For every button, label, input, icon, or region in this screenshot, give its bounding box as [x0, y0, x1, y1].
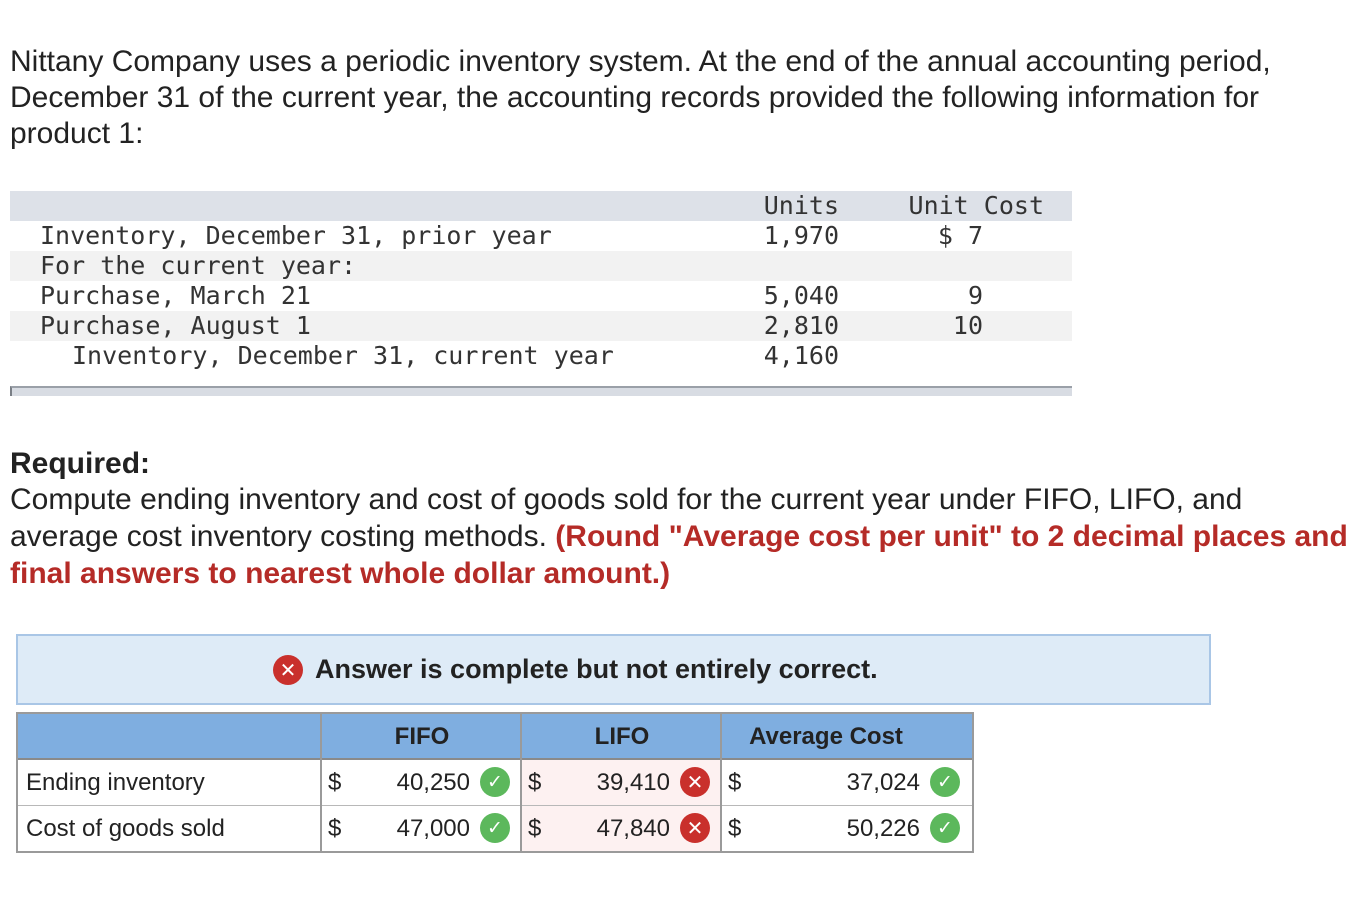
- fifo-cogs-input[interactable]: 47,000: [396, 815, 470, 842]
- dollar-sign: $: [728, 815, 742, 842]
- lifo-cogs-cell: $ 47,840 ✕: [522, 806, 722, 851]
- fifo-ending-inventory-input[interactable]: 40,250: [396, 769, 470, 796]
- avg-ending-inventory-cell: $ 37,024 ✓: [722, 760, 972, 805]
- row-units: 1,970: [763, 221, 839, 250]
- data-row-ending-inventory: Inventory, December 31, current year 4,1…: [10, 341, 1072, 371]
- dollar-sign: $: [528, 769, 542, 796]
- row-unit-cost: $ 7: [937, 221, 983, 250]
- problem-intro: Nittany Company uses a periodic inventor…: [10, 45, 1271, 150]
- units-header: Units: [763, 191, 839, 220]
- answer-table-header: FIFO LIFO Average Cost: [18, 714, 972, 760]
- avg-cogs-input[interactable]: 50,226: [846, 815, 920, 842]
- row-unit-cost: 9: [967, 281, 983, 310]
- check-icon: ✓: [930, 767, 960, 797]
- dollar-sign: $: [728, 769, 742, 796]
- check-icon: ✓: [480, 813, 510, 843]
- row-label: For the current year:: [40, 251, 357, 280]
- answer-status-text: Answer is complete but not entirely corr…: [315, 654, 878, 684]
- column-divider: [520, 714, 522, 851]
- avg-cogs-cell: $ 50,226 ✓: [722, 806, 972, 851]
- answer-status-banner: ✕ Answer is complete but not entirely co…: [16, 634, 1211, 705]
- lifo-cogs-input[interactable]: 47,840: [596, 815, 670, 842]
- row-label-cost-of-goods-sold: Cost of goods sold: [26, 815, 225, 842]
- check-icon: ✓: [480, 767, 510, 797]
- required-instructions: Compute ending inventory and cost of goo…: [10, 481, 1350, 592]
- x-icon: ✕: [273, 654, 303, 685]
- row-units: 4,160: [763, 341, 839, 370]
- fifo-ending-inventory-cell: $ 40,250 ✓: [322, 760, 522, 805]
- row-label: Inventory, December 31, current year: [72, 341, 614, 370]
- data-row-prior-inventory: Inventory, December 31, prior year 1,970…: [10, 221, 1072, 251]
- inventory-data-table: Units Unit Cost Inventory, December 31, …: [10, 191, 1072, 371]
- row-units: 2,810: [763, 311, 839, 340]
- column-divider: [720, 714, 722, 851]
- lifo-ending-inventory-cell: $ 39,410 ✕: [522, 760, 722, 805]
- row-label: Purchase, August 1: [40, 311, 311, 340]
- data-row-current-year: For the current year:: [10, 251, 1072, 281]
- check-icon: ✓: [930, 813, 960, 843]
- answer-table: FIFO LIFO Average Cost Ending inventory …: [16, 712, 974, 853]
- x-icon: ✕: [680, 813, 710, 843]
- data-row-purchase-march: Purchase, March 21 5,040 9: [10, 281, 1072, 311]
- row-label: Inventory, December 31, prior year: [40, 221, 552, 250]
- required-text: Compute ending inventory and cost of goo…: [10, 483, 1243, 553]
- unit-cost-header: Unit Cost: [908, 191, 1044, 220]
- table-row: Ending inventory $ 40,250 ✓ $ 39,410 ✕ $…: [18, 760, 972, 806]
- data-table-header: Units Unit Cost: [10, 191, 1072, 221]
- rounding-note: (Round "Average cost per unit" to 2 deci…: [10, 520, 1348, 590]
- table-divider: [10, 386, 1072, 396]
- dollar-sign: $: [328, 769, 342, 796]
- data-row-purchase-august: Purchase, August 1 2,810 10: [10, 311, 1072, 341]
- column-header-average-cost: Average Cost: [749, 723, 903, 750]
- column-header-fifo: FIFO: [394, 723, 450, 750]
- row-unit-cost: 10: [952, 311, 983, 340]
- row-label: Purchase, March 21: [40, 281, 311, 310]
- dollar-sign: $: [528, 815, 542, 842]
- column-divider: [320, 714, 322, 851]
- fifo-cogs-cell: $ 47,000 ✓: [322, 806, 522, 851]
- row-units: 5,040: [763, 281, 839, 310]
- lifo-ending-inventory-input[interactable]: 39,410: [596, 769, 670, 796]
- dollar-sign: $: [328, 815, 342, 842]
- required-heading: Required:: [10, 447, 151, 480]
- table-row: Cost of goods sold $ 47,000 ✓ $ 47,840 ✕…: [18, 806, 972, 851]
- row-label-ending-inventory: Ending inventory: [26, 769, 205, 796]
- column-header-lifo: LIFO: [594, 723, 650, 750]
- x-icon: ✕: [680, 767, 710, 797]
- avg-ending-inventory-input[interactable]: 37,024: [846, 769, 920, 796]
